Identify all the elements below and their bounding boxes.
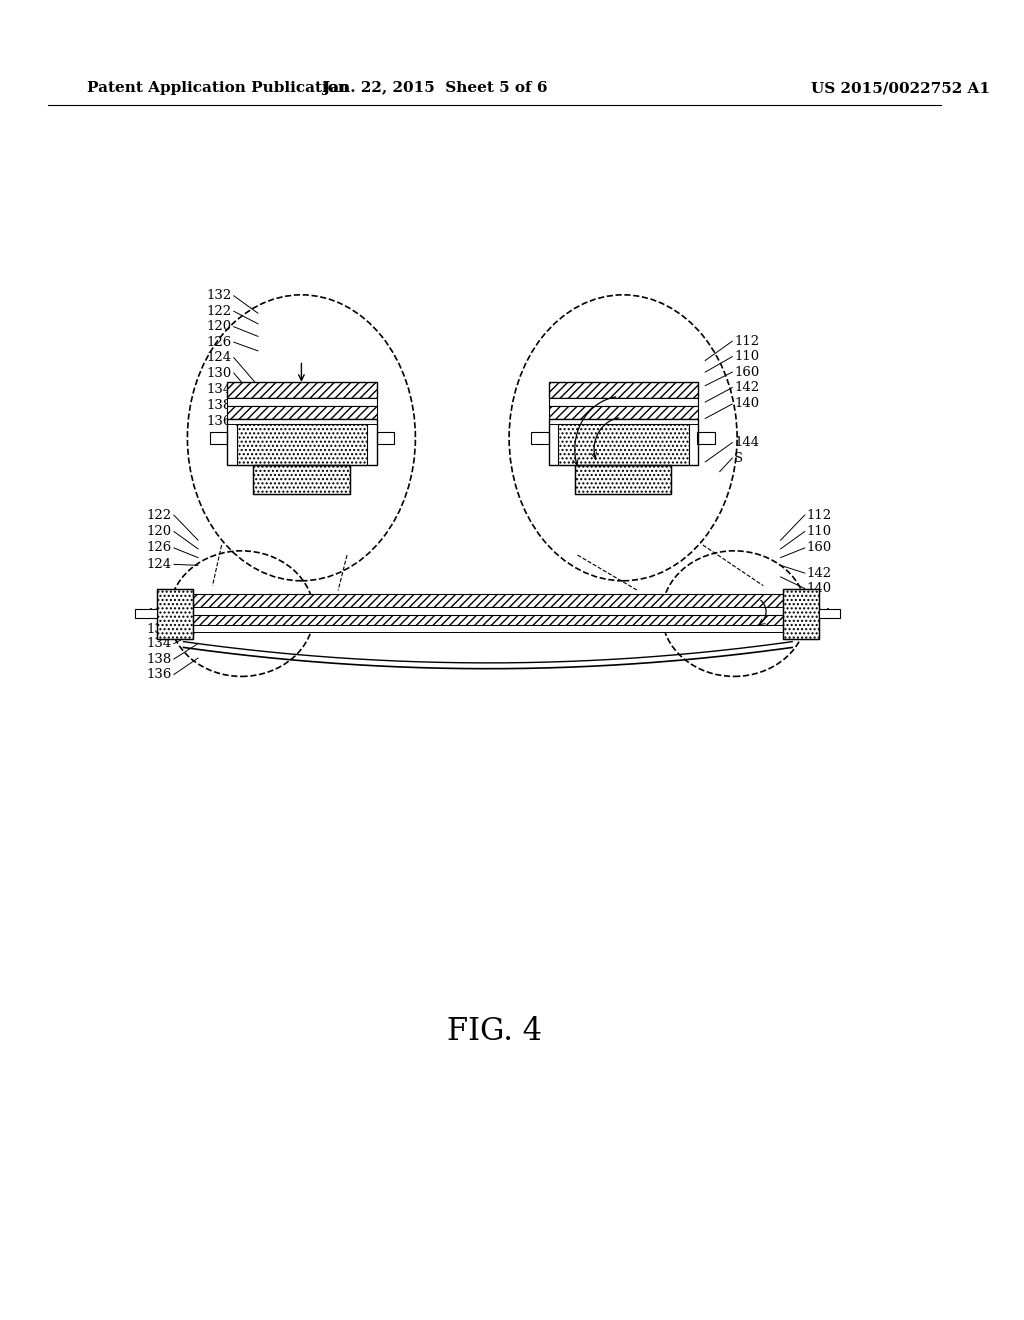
Text: 132: 132 [146, 609, 172, 622]
Bar [183, 594, 793, 607]
Bar [227, 420, 377, 465]
Bar [697, 432, 715, 444]
Text: 160: 160 [734, 366, 760, 379]
Text: Patent Application Publication: Patent Application Publication [87, 81, 349, 95]
Bar [183, 607, 793, 615]
Text: 144: 144 [807, 609, 831, 622]
Bar [574, 465, 672, 494]
Bar [558, 424, 689, 465]
Text: 110: 110 [807, 525, 831, 539]
Bar [135, 609, 157, 619]
Text: 110: 110 [734, 350, 760, 363]
Bar [253, 465, 350, 494]
Bar [157, 590, 194, 639]
Text: 130: 130 [146, 623, 172, 636]
Text: 138: 138 [207, 400, 231, 412]
Text: 136: 136 [207, 414, 231, 428]
Text: 142: 142 [807, 566, 831, 579]
Bar [549, 407, 698, 420]
Text: 160: 160 [807, 541, 831, 554]
Text: 126: 126 [207, 335, 231, 348]
Text: 124: 124 [207, 351, 231, 364]
Bar [549, 420, 698, 465]
Text: 122: 122 [146, 508, 172, 521]
Bar [782, 590, 819, 639]
Text: 112: 112 [734, 335, 760, 347]
Bar [549, 381, 698, 399]
Bar [227, 407, 377, 420]
Text: US 2015/0022752 A1: US 2015/0022752 A1 [811, 81, 990, 95]
Text: 138: 138 [146, 652, 172, 665]
Text: 134: 134 [207, 383, 231, 396]
Text: S: S [734, 451, 743, 465]
Bar [377, 432, 394, 444]
Text: 134: 134 [146, 638, 172, 649]
Bar [183, 626, 793, 632]
Text: 132: 132 [207, 289, 231, 302]
Bar [574, 465, 672, 494]
Bar [819, 609, 841, 619]
Text: Jan. 22, 2015  Sheet 5 of 6: Jan. 22, 2015 Sheet 5 of 6 [322, 81, 548, 95]
Bar [782, 590, 819, 639]
Text: 124: 124 [146, 558, 172, 570]
Bar [549, 420, 698, 424]
Text: 120: 120 [207, 321, 231, 333]
Bar [531, 432, 549, 444]
Text: 136: 136 [146, 668, 172, 681]
Text: 144: 144 [734, 436, 760, 449]
Bar [183, 615, 793, 626]
Text: 130: 130 [207, 367, 231, 380]
Bar [227, 399, 377, 407]
Bar [210, 432, 227, 444]
Text: 142: 142 [734, 381, 760, 395]
Text: 126: 126 [146, 541, 172, 554]
Bar [253, 465, 350, 494]
Bar [237, 424, 367, 465]
Bar [227, 381, 377, 399]
Bar [227, 420, 377, 424]
Text: 122: 122 [207, 305, 231, 318]
Text: 140: 140 [734, 397, 760, 411]
Text: 140: 140 [807, 582, 831, 595]
Text: 120: 120 [146, 525, 172, 539]
Text: FIG. 4: FIG. 4 [447, 1016, 542, 1048]
Bar [157, 590, 194, 639]
Bar [549, 399, 698, 407]
Text: S: S [807, 623, 816, 636]
Text: 112: 112 [807, 508, 831, 521]
